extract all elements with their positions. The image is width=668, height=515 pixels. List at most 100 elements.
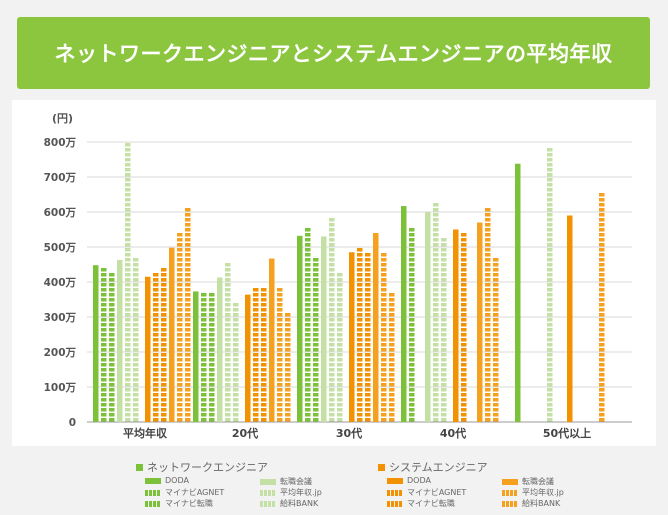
legend-item-network: マイナビ転職 [145, 498, 213, 509]
legend-item-system: マイナビ転職 [387, 498, 455, 509]
y-unit-label: (円) [52, 112, 73, 125]
bar-system-1 [153, 273, 159, 422]
bar-network-0 [93, 265, 99, 422]
legend-label: マイナビAGNET [165, 488, 225, 497]
bar-network-5 [233, 303, 239, 422]
legend-swatch [260, 478, 276, 485]
bar-system-2 [261, 288, 267, 422]
bar-network-5 [337, 273, 343, 422]
legend-swatch [260, 500, 275, 507]
bar-network-0 [515, 163, 521, 422]
bar-system-2 [365, 253, 371, 422]
bar-network-4 [433, 203, 439, 422]
legend-item-network: DODA [145, 476, 189, 485]
y-tick-label: 200万 [44, 347, 77, 359]
bar-system-0 [453, 229, 459, 422]
legend-label: 平均年収.jp [280, 488, 322, 497]
bar-chart: (円) 0 100万 200万 300万 400万 500万 600万 700万 800万平均年収… [44, 112, 632, 440]
legend-label: マイナビ転職 [407, 499, 455, 508]
legend-swatch [145, 489, 160, 496]
bar-network-4 [329, 218, 335, 422]
bar-network-5 [441, 238, 447, 422]
bar-network-4 [225, 263, 231, 422]
legend-item-system: 転職会議 [502, 476, 554, 487]
legend-swatch [502, 500, 517, 507]
legend-swatch [145, 500, 160, 507]
legend-label: 平均年収.jp [522, 488, 564, 497]
y-tick-label: 800万 [44, 137, 77, 149]
bar-network-0 [193, 291, 199, 422]
legend-system-swatch [378, 463, 385, 471]
bar-system-4 [277, 288, 283, 422]
legend-network-title: ネットワークエンジニア [136, 459, 268, 475]
bar-system-3 [477, 222, 483, 422]
bar-system-1 [461, 233, 467, 422]
chart-panel: (円) 0 100万 200万 300万 400万 500万 600万 700万 800万平均年収… [12, 100, 656, 446]
y-tick-label: 100万 [44, 382, 77, 394]
legend-network-swatch [136, 463, 143, 471]
bar-network-3 [117, 259, 123, 422]
legend-label: マイナビ転職 [165, 499, 213, 508]
legend-swatch [387, 477, 403, 484]
bar-system-1 [357, 248, 363, 422]
bar-network-4 [547, 148, 553, 422]
legend-label: 転職会議 [280, 477, 312, 486]
legend-item-network: 転職会議 [260, 476, 312, 487]
legend-label: 給料BANK [522, 499, 561, 508]
legend-label: 転職会議 [522, 477, 554, 486]
legend-item-system: 平均年収.jp [502, 487, 564, 498]
bar-network-2 [209, 293, 215, 422]
legend-system-title: システムエンジニア [378, 459, 488, 475]
legend-label: マイナビAGNET [407, 488, 467, 497]
y-tick-label: 400万 [44, 277, 77, 289]
legend-item-network: 給料BANK [260, 498, 318, 509]
bar-system-4 [599, 193, 605, 422]
bar-network-3 [217, 277, 223, 422]
bar-system-5 [185, 208, 191, 422]
bar-system-5 [285, 313, 291, 422]
bar-network-1 [409, 228, 415, 422]
y-tick-label: 300万 [44, 312, 77, 324]
legend-label: 給料BANK [280, 499, 319, 508]
bar-network-4 [125, 143, 131, 422]
legend-item-system: 給料BANK [502, 498, 560, 509]
y-tick-label: 0 [69, 417, 76, 429]
bar-system-4 [485, 208, 491, 422]
bar-network-3 [425, 212, 431, 422]
bar-system-4 [177, 233, 183, 422]
y-tick-label: 600万 [44, 207, 77, 219]
legend-item-system: マイナビAGNET [387, 487, 466, 498]
bar-system-5 [493, 258, 499, 422]
x-tick-label: 50代以上 [543, 426, 591, 440]
legend-item-system: DODA [387, 476, 431, 485]
bar-system-0 [349, 252, 355, 422]
chart-title-banner: ネットワークエンジニアとシステムエンジニアの平均年収 [17, 17, 650, 89]
x-tick-label: 40代 [440, 426, 466, 440]
legend-item-network: マイナビAGNET [145, 487, 224, 498]
bar-network-5 [133, 258, 139, 422]
legend-swatch [145, 477, 161, 484]
legend-swatch [260, 489, 275, 496]
legend-swatch [502, 489, 517, 496]
bar-network-1 [305, 228, 311, 422]
y-tick-label: 700万 [44, 172, 77, 184]
chart-title: ネットワークエンジニアとシステムエンジニアの平均年収 [54, 42, 613, 66]
bar-system-0 [245, 294, 251, 422]
bar-network-0 [401, 206, 407, 422]
x-tick-label: 平均年収 [123, 426, 168, 440]
legend-swatch [387, 489, 402, 496]
bar-network-1 [101, 268, 107, 422]
bar-system-0 [567, 215, 573, 422]
legend-label: DODA [407, 476, 431, 485]
bar-system-1 [253, 288, 259, 422]
y-tick-label: 500万 [44, 242, 77, 254]
bar-system-0 [145, 276, 151, 422]
bar-network-0 [297, 235, 303, 422]
bar-network-2 [313, 258, 319, 422]
bar-network-2 [109, 273, 115, 422]
bar-system-2 [161, 268, 167, 422]
bar-system-4 [381, 253, 387, 422]
x-tick-label: 30代 [336, 426, 362, 440]
legend-item-network: 平均年収.jp [260, 487, 322, 498]
bar-system-5 [389, 293, 395, 422]
